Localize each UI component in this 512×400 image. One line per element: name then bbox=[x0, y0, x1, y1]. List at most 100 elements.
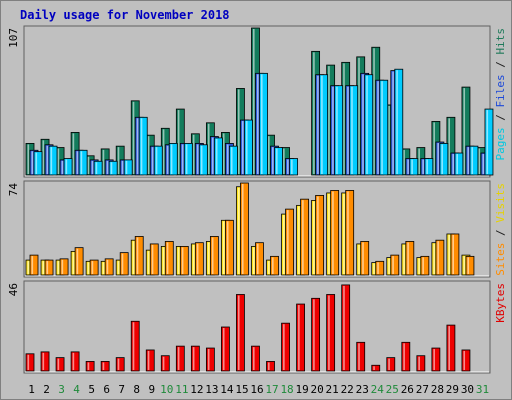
series-legend-label: KBytes bbox=[494, 283, 507, 323]
legend-part: Sites bbox=[494, 243, 507, 276]
bar-highlight bbox=[448, 234, 451, 274]
bar-highlight bbox=[117, 261, 120, 274]
bar-highlight bbox=[373, 366, 375, 370]
bar-kbytes-18 bbox=[281, 322, 290, 372]
bar-pages-7 bbox=[123, 159, 133, 176]
bar-highlight bbox=[321, 75, 323, 174]
bar-kbytes-29 bbox=[446, 324, 456, 372]
bar-highlight bbox=[317, 75, 319, 174]
bar-sites-14 bbox=[225, 219, 234, 276]
panel-hits-files-pages: 107 Pages / Files / Hits bbox=[7, 25, 507, 178]
bar-sites-29 bbox=[450, 233, 460, 276]
bar-sites-30 bbox=[465, 255, 475, 276]
bar-kbytes-19 bbox=[296, 303, 305, 372]
bar-highlight bbox=[72, 252, 75, 274]
bar-highlight bbox=[87, 362, 90, 370]
bar-highlight bbox=[396, 70, 398, 174]
x-tick-4: 4 bbox=[73, 383, 80, 396]
bar-highlight bbox=[486, 110, 489, 174]
chart-panels: 107 Pages / Files / Hits 74 Sites / Visits 4… bbox=[7, 25, 507, 374]
x-tick-5: 5 bbox=[88, 383, 95, 396]
bar-highlight bbox=[211, 237, 214, 274]
bar-highlight bbox=[57, 148, 60, 174]
bar-kbytes-27 bbox=[416, 355, 426, 372]
bar-sites-26 bbox=[405, 241, 415, 276]
bar-kbytes-11 bbox=[175, 345, 185, 372]
bar-pages-25 bbox=[394, 68, 404, 176]
bar-highlight bbox=[362, 74, 364, 174]
bar-highlight bbox=[207, 242, 210, 274]
x-tick-10: 10 bbox=[160, 383, 173, 396]
x-tick-25: 25 bbox=[386, 383, 399, 396]
bar-sites-27 bbox=[420, 255, 430, 276]
bar-highlight bbox=[91, 261, 94, 274]
x-tick-26: 26 bbox=[401, 383, 414, 396]
bar-highlight bbox=[151, 244, 154, 274]
bar-sites-8 bbox=[134, 236, 144, 276]
bar-sites-13 bbox=[209, 236, 219, 276]
bar-pages-28 bbox=[439, 143, 449, 176]
bar-pages-21 bbox=[334, 85, 344, 176]
bar-highlight bbox=[80, 151, 83, 174]
bar-highlight bbox=[252, 247, 255, 274]
bar-highlight bbox=[207, 349, 210, 370]
bar-kbytes-12 bbox=[190, 345, 200, 372]
bar-highlight bbox=[328, 193, 330, 274]
legend-part: Pages bbox=[494, 127, 507, 160]
bar-kbytes-14 bbox=[221, 326, 230, 372]
bar-kbytes-2 bbox=[40, 351, 50, 372]
bar-pages-8 bbox=[138, 116, 148, 176]
chart-title: Daily usage for November 2018 bbox=[20, 8, 230, 22]
bar-highlight bbox=[377, 262, 379, 274]
x-tick-28: 28 bbox=[431, 383, 444, 396]
bar-pages-29 bbox=[454, 152, 464, 176]
bar-sites-16 bbox=[255, 242, 264, 276]
bar-highlight bbox=[283, 215, 285, 274]
bar-highlight bbox=[136, 118, 139, 174]
bar-highlight bbox=[102, 149, 105, 174]
bar-highlight bbox=[272, 147, 274, 174]
bar-highlight bbox=[332, 86, 334, 174]
bar-sites-11 bbox=[179, 246, 189, 276]
bar-kbytes-25 bbox=[386, 357, 396, 372]
bar-highlight bbox=[362, 242, 364, 274]
bar-highlight bbox=[237, 295, 240, 370]
bar-highlight bbox=[155, 147, 158, 174]
bar-highlight bbox=[283, 148, 285, 174]
bar-pages-6 bbox=[108, 160, 118, 176]
bar-highlight bbox=[237, 89, 240, 174]
bar-highlight bbox=[177, 347, 180, 370]
bar-highlight bbox=[347, 86, 349, 174]
x-tick-7: 7 bbox=[118, 383, 125, 396]
bar-highlight bbox=[46, 261, 49, 274]
bar-highlight bbox=[287, 210, 289, 274]
bar-pages-4 bbox=[78, 149, 88, 176]
bar-kbytes-4 bbox=[70, 351, 80, 372]
bar-pages-18 bbox=[289, 158, 298, 176]
x-tick-15: 15 bbox=[235, 383, 248, 396]
bar-kbytes-5 bbox=[85, 361, 95, 372]
bar-pages-27 bbox=[424, 158, 434, 176]
bar-kbytes-3 bbox=[55, 357, 65, 372]
bar-highlight bbox=[418, 356, 420, 370]
bar-highlight bbox=[418, 148, 420, 174]
bar-highlight bbox=[467, 147, 470, 174]
bar-kbytes-15 bbox=[236, 294, 245, 372]
bar-sites-17 bbox=[270, 255, 279, 276]
bar-kbytes-9 bbox=[145, 349, 155, 372]
bar-highlight bbox=[452, 154, 455, 174]
bar-highlight bbox=[162, 247, 165, 274]
bar-highlight bbox=[121, 160, 124, 174]
bar-highlight bbox=[192, 347, 195, 370]
bar-highlight bbox=[27, 144, 30, 174]
bar-highlight bbox=[407, 242, 409, 274]
bar-highlight bbox=[200, 145, 203, 174]
bar-highlight bbox=[140, 118, 143, 174]
bar-sites-5 bbox=[89, 259, 99, 276]
bar-highlight bbox=[31, 256, 34, 274]
bar-highlight bbox=[298, 305, 300, 370]
bar-highlight bbox=[313, 52, 315, 174]
bar-highlight bbox=[91, 160, 94, 174]
bar-highlight bbox=[102, 362, 105, 370]
bar-highlight bbox=[268, 362, 270, 370]
